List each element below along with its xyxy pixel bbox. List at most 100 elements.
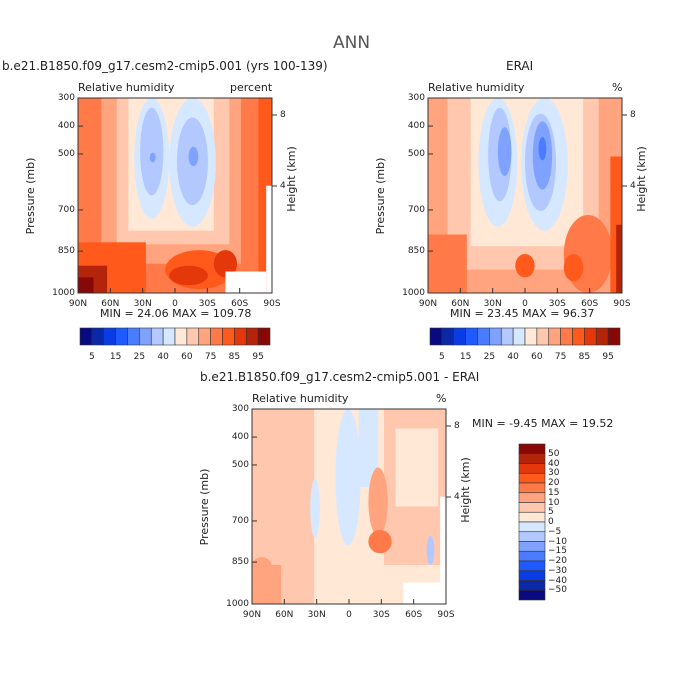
- x-tick-label: 30N: [307, 610, 326, 620]
- colorbar-label: 5: [548, 507, 554, 518]
- contour-band: [403, 582, 445, 604]
- y-tick-label: 400: [407, 121, 425, 132]
- y-tick-label: 400: [231, 432, 249, 443]
- colorbar-box: [441, 327, 455, 346]
- y-tick-label: 850: [407, 246, 425, 257]
- colorbar-label: 30: [548, 468, 560, 479]
- colorbar-label: 95: [602, 352, 614, 362]
- y2-tick-label: 4: [280, 181, 286, 191]
- colorbar-box: [512, 327, 526, 346]
- y2-tick-label: 8: [280, 110, 286, 120]
- x-tick-label: 30N: [483, 299, 502, 309]
- colorbar-label: −50: [548, 585, 567, 596]
- contour-field: [78, 98, 272, 293]
- colorbar-label: 75: [204, 352, 217, 362]
- y-tick-label: 300: [57, 93, 75, 103]
- x-tick-label: 60N: [451, 299, 470, 309]
- colorbar-box: [607, 327, 621, 346]
- colorbar-box: [518, 453, 546, 464]
- colorbar-box: [518, 570, 546, 581]
- y-axis-label: Pressure (mb): [198, 468, 211, 545]
- contour-band: [169, 265, 208, 286]
- colorbar-label: 60: [531, 352, 543, 362]
- colorbar-box: [560, 327, 573, 346]
- x-tick-label: 60S: [231, 299, 249, 309]
- contour-band: [310, 479, 320, 538]
- contour-band: [358, 409, 379, 487]
- colorbar-box: [429, 327, 443, 346]
- colorbar-box: [518, 550, 546, 562]
- colorbar-box: [518, 482, 546, 494]
- colorbar-label: 75: [554, 352, 567, 362]
- colorbar-box: [518, 502, 546, 513]
- colorbar-box: [222, 327, 235, 346]
- contour-band: [149, 152, 156, 163]
- contour-band: [335, 409, 361, 546]
- colorbar-box: [103, 327, 116, 346]
- colorbar-box: [536, 327, 550, 346]
- colorbar-label: −20: [548, 556, 567, 566]
- x-tick-label: 90N: [418, 299, 438, 309]
- panel-title: ERAI: [506, 59, 534, 73]
- y-tick-label: 700: [407, 204, 425, 215]
- colorbar-box: [150, 327, 164, 346]
- y-tick-label: 300: [407, 93, 425, 103]
- contour-band: [213, 250, 238, 278]
- colorbar-box: [518, 541, 546, 552]
- y-tick-label: 400: [57, 121, 75, 132]
- panel-title: b.e21.B1850.f09_g17.cesm2-cmip5.001 - ER…: [200, 370, 480, 384]
- colorbar-label: 15: [548, 487, 560, 498]
- colorbar-box: [257, 327, 271, 346]
- contour-field: [252, 409, 446, 604]
- contour-band: [368, 529, 392, 554]
- x-tick-label: 90S: [263, 299, 281, 309]
- contour-band: [140, 107, 164, 196]
- y-tick-label: 1000: [52, 288, 75, 298]
- colorbar-box: [139, 327, 152, 346]
- y2-tick-label: 8: [454, 421, 460, 431]
- colorbar-box: [518, 580, 546, 591]
- colorbar-box: [245, 327, 259, 346]
- y2-tick-label: 8: [630, 110, 636, 120]
- left-label: Relative humidity: [252, 392, 349, 405]
- y-tick-label: 850: [57, 246, 75, 257]
- x-tick-label: 30S: [198, 299, 216, 309]
- colorbar-label: 5: [89, 352, 95, 362]
- left-label: Relative humidity: [78, 81, 175, 94]
- colorbar-label: −30: [548, 565, 567, 576]
- x-tick-label: 30S: [548, 299, 566, 309]
- y2-tick-label: 4: [630, 181, 636, 191]
- colorbar-label: 85: [228, 352, 241, 362]
- contour-band: [563, 215, 613, 293]
- colorbar-label: 85: [578, 352, 591, 362]
- colorbar-box: [518, 472, 546, 484]
- colorbar-label: 20: [548, 478, 560, 488]
- min-max-label: MIN = 23.45 MAX = 96.37: [450, 307, 595, 320]
- colorbar-label: 15: [459, 352, 472, 362]
- x-tick-label: 90N: [68, 299, 88, 309]
- colorbar-label: 50: [548, 448, 560, 459]
- colorbar-label: 40: [507, 352, 519, 362]
- colorbar-label: 40: [548, 458, 560, 469]
- colorbar-label: 5: [439, 352, 445, 362]
- colorbar-box: [489, 327, 502, 346]
- colorbar-box: [518, 531, 546, 542]
- contour-band: [440, 496, 446, 604]
- colorbar-label: 40: [157, 352, 169, 362]
- colorbar-label: 25: [133, 352, 146, 362]
- colorbar-box: [198, 327, 211, 346]
- y2-tick-label: 4: [454, 492, 460, 502]
- colorbar-box: [584, 327, 597, 346]
- x-tick-label: 90S: [437, 610, 455, 620]
- x-tick-label: 0: [522, 299, 528, 309]
- colorbar-box: [572, 327, 585, 346]
- colorbar-label: −5: [548, 526, 562, 537]
- x-tick-label: 90N: [242, 610, 262, 620]
- figure-title: ANN: [333, 33, 371, 53]
- colorbar-label: −15: [548, 546, 567, 557]
- y-tick-label: 500: [407, 148, 425, 159]
- colorbar-box: [115, 327, 128, 346]
- left-label: Relative humidity: [428, 81, 525, 94]
- colorbar-label: −40: [548, 575, 567, 586]
- colorbar-box: [518, 492, 546, 503]
